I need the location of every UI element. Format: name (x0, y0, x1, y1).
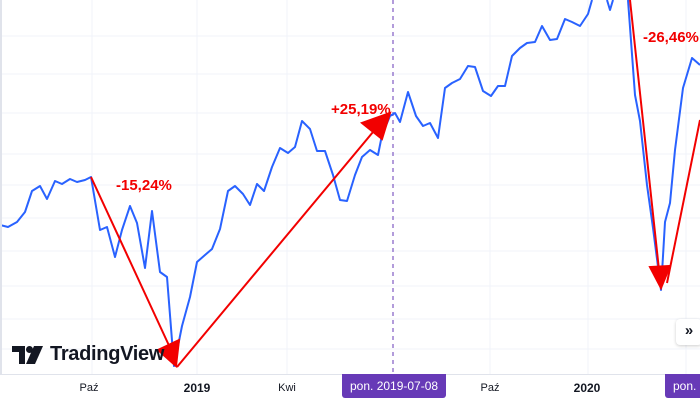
drawing-arrows[interactable] (90, 0, 700, 369)
logo-text: TradingView (50, 343, 165, 365)
arrow-rise2 (666, 119, 700, 284)
annotation-drop2[interactable]: -26,46% (643, 29, 699, 46)
arrow-head-icon (648, 264, 672, 291)
time-tick: Paź (79, 382, 99, 394)
time-tick: Paź (480, 382, 500, 394)
price-line-segment (627, 0, 700, 291)
arrow-drop1 (90, 176, 173, 353)
arrow-head-icon (359, 111, 392, 141)
time-tick: 2019 (183, 381, 211, 395)
annotation-rise1[interactable]: +25,19% (331, 101, 391, 118)
time-tick: 2020 (573, 381, 601, 395)
left-edge (0, 0, 2, 374)
chart-plot-area[interactable] (0, 0, 700, 374)
crosshair-date-label: pon. 2019-07-08 (342, 374, 447, 398)
grid (0, 0, 700, 374)
arrow-rise1 (176, 125, 379, 368)
price-line (0, 0, 593, 367)
scroll-to-realtime-button[interactable]: » (676, 319, 700, 345)
crosshair-date-label-right: pon. (665, 374, 700, 398)
annotation-drop1[interactable]: -15,24% (116, 177, 172, 194)
tradingview-logo[interactable]: TradingView (12, 343, 164, 366)
time-tick: Kwi (278, 382, 296, 394)
double-chevron-right-icon: » (684, 322, 694, 339)
arrow-drop2 (629, 0, 660, 271)
arrow-head-icon (156, 338, 181, 369)
price-line-segment (606, 0, 614, 11)
tradingview-logo-icon (12, 345, 43, 364)
